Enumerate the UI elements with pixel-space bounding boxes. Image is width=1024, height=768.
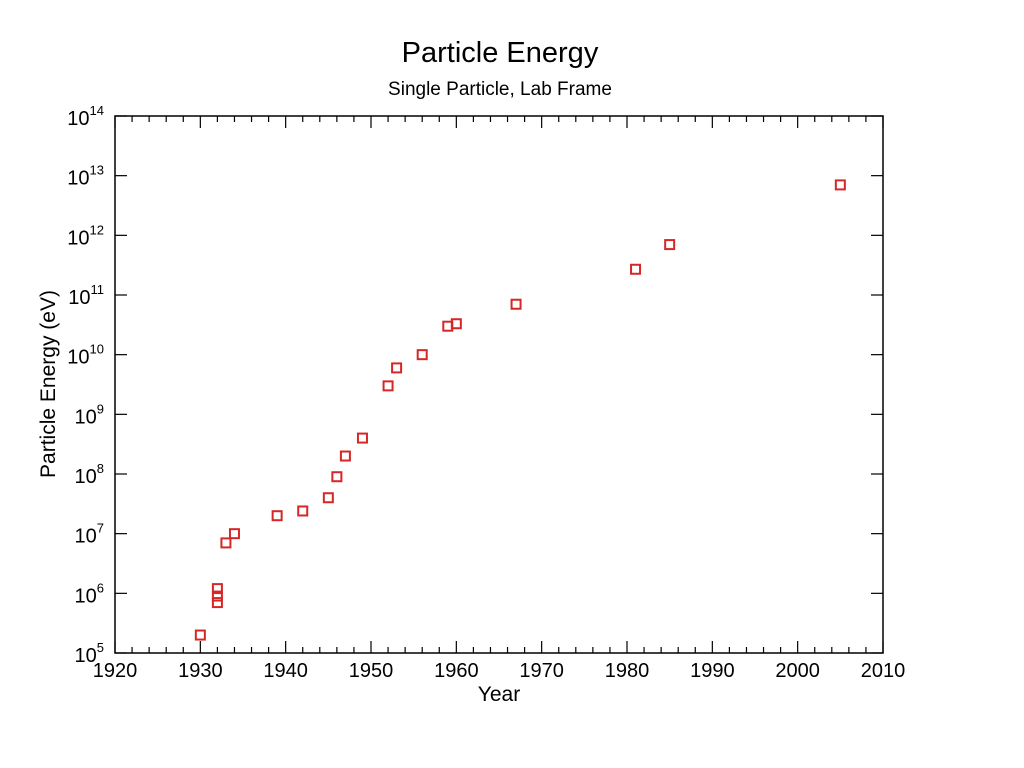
data-point xyxy=(194,629,206,641)
y-tick-label: 106 xyxy=(75,580,104,607)
y-tick-label-exponent: 7 xyxy=(97,521,104,536)
y-tick-label-base: 10 xyxy=(67,168,89,190)
data-point xyxy=(356,432,368,444)
y-tick-label: 109 xyxy=(75,401,104,428)
y-tick-label-base: 10 xyxy=(75,406,97,428)
x-axis-label: Year xyxy=(478,683,520,706)
x-tick-label: 1980 xyxy=(605,660,650,682)
y-axis-ticks xyxy=(115,115,883,654)
x-tick-label: 1940 xyxy=(263,660,308,682)
data-point xyxy=(664,239,676,251)
y-tick-label-base: 10 xyxy=(67,108,89,130)
x-tick-label: 1990 xyxy=(690,660,735,682)
y-tick-label-exponent: 5 xyxy=(97,640,104,655)
y-axis-label: Particle Energy (eV) xyxy=(37,290,60,478)
y-tick-label: 1012 xyxy=(67,222,104,249)
x-axis-ticks xyxy=(114,116,884,653)
data-point xyxy=(834,179,846,191)
data-point xyxy=(331,471,343,483)
data-points xyxy=(194,179,846,641)
data-point xyxy=(297,505,309,517)
y-tick-label-base: 10 xyxy=(75,585,97,607)
y-tick-label-exponent: 6 xyxy=(97,580,104,595)
data-point xyxy=(450,318,462,330)
data-point xyxy=(220,537,232,549)
chart-title: Particle Energy xyxy=(402,37,599,69)
data-point xyxy=(630,263,642,275)
data-point xyxy=(391,362,403,374)
x-tick-label: 2010 xyxy=(861,660,906,682)
y-tick-label-exponent: 10 xyxy=(90,342,104,357)
y-tick-label: 1014 xyxy=(67,103,104,130)
y-tick-label-exponent: 11 xyxy=(91,282,105,297)
data-point xyxy=(322,492,334,504)
y-tick-label-base: 10 xyxy=(75,526,97,548)
data-point xyxy=(416,349,428,361)
y-tick-label: 108 xyxy=(75,461,104,488)
data-point xyxy=(211,590,223,602)
x-tick-label: 1970 xyxy=(519,660,564,682)
data-point xyxy=(339,450,351,462)
y-tick-label-base: 10 xyxy=(67,347,89,369)
y-tick-label: 1010 xyxy=(67,342,104,369)
y-tick-label: 1013 xyxy=(67,163,104,190)
y-tick-label-base: 10 xyxy=(75,645,97,667)
y-tick-label-exponent: 13 xyxy=(90,163,104,178)
x-tick-label: 1950 xyxy=(349,660,394,682)
y-tick-label-exponent: 14 xyxy=(90,103,104,118)
y-tick-label-exponent: 9 xyxy=(97,401,104,416)
x-axis-tick-labels: 1920 1930 1940 1950 1960 1970 1980 1990 2000 2010 xyxy=(93,660,906,682)
y-tick-label: 105 xyxy=(75,640,104,667)
y-tick-label-base: 10 xyxy=(67,227,89,249)
data-point xyxy=(211,597,223,609)
chart-subtitle: Single Particle, Lab Frame xyxy=(388,79,612,100)
data-point xyxy=(382,380,394,392)
data-point xyxy=(510,298,522,310)
data-point xyxy=(271,510,283,522)
x-tick-label: 1920 xyxy=(93,660,138,682)
plot-frame xyxy=(114,115,884,654)
data-point xyxy=(228,528,240,540)
x-tick-label: 1960 xyxy=(434,660,479,682)
y-tick-label-exponent: 12 xyxy=(90,222,104,237)
y-tick-label-exponent: 8 xyxy=(97,461,104,476)
x-tick-label: 2000 xyxy=(775,660,820,682)
y-tick-label: 107 xyxy=(75,521,104,548)
data-point xyxy=(211,583,223,595)
y-tick-label: 1011 xyxy=(68,282,104,309)
y-tick-label-base: 10 xyxy=(75,466,97,488)
y-tick-label-base: 10 xyxy=(68,287,90,309)
x-tick-label: 1930 xyxy=(178,660,223,682)
